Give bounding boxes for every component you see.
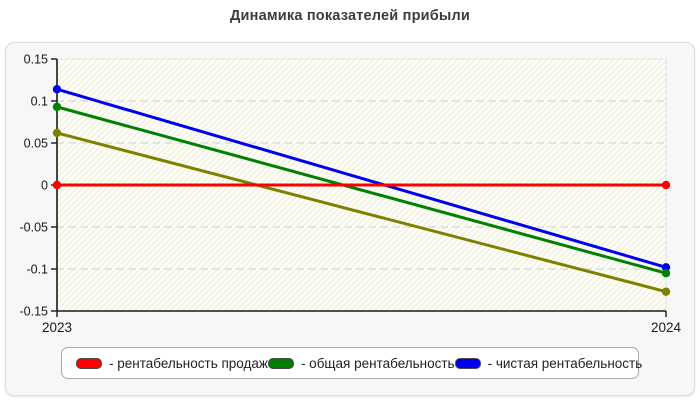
legend-item-sales-profitability: - рентабельность продаж [76, 356, 268, 371]
blue-series-swatch-icon [454, 357, 481, 369]
chart-title: Динамика показателей прибыли [229, 8, 471, 24]
red-series-swatch-icon [76, 357, 102, 369]
legend-item-net-profitability: - чистая рентабельность [454, 355, 643, 371]
y-tick-label: -0.15 [20, 305, 49, 319]
series-line-2 [56, 87, 667, 269]
series-line-1 [56, 105, 667, 275]
legend-label: - чистая рентабельность [487, 355, 643, 371]
green-series-swatch-icon [267, 357, 294, 369]
legend-item-total-profitability: - общая рентабельность [267, 355, 455, 371]
series-point [661, 180, 671, 190]
chart-panel: 0.15 0.1 0.05 0 -0.05 -0.1 -0.15 2023 2024 - рен… [5, 42, 695, 396]
y-tick-label: -0.05 [20, 221, 49, 235]
legend: - рентабельность продаж - общая рентабел… [61, 347, 642, 379]
series-point [52, 85, 62, 94]
y-tick-label: -0.1 [26, 263, 48, 277]
y-tick-label: 0.05 [24, 137, 48, 151]
x-tick-label: 2023 [42, 320, 72, 335]
y-tick-label: 0.15 [24, 53, 48, 67]
x-tick-label: 2024 [651, 320, 682, 335]
legend-label: - общая рентабельность [300, 355, 455, 371]
series-point [661, 287, 671, 296]
series-line-3 [56, 131, 667, 294]
series-point [661, 263, 671, 272]
series-point [661, 269, 671, 278]
series-point [52, 180, 62, 190]
y-tick-label: 0.1 [31, 95, 48, 109]
series-point [52, 128, 62, 138]
y-tick-label: 0 [41, 179, 48, 193]
series-point [52, 102, 62, 112]
legend-label: - рентабельность продаж [109, 355, 268, 371]
